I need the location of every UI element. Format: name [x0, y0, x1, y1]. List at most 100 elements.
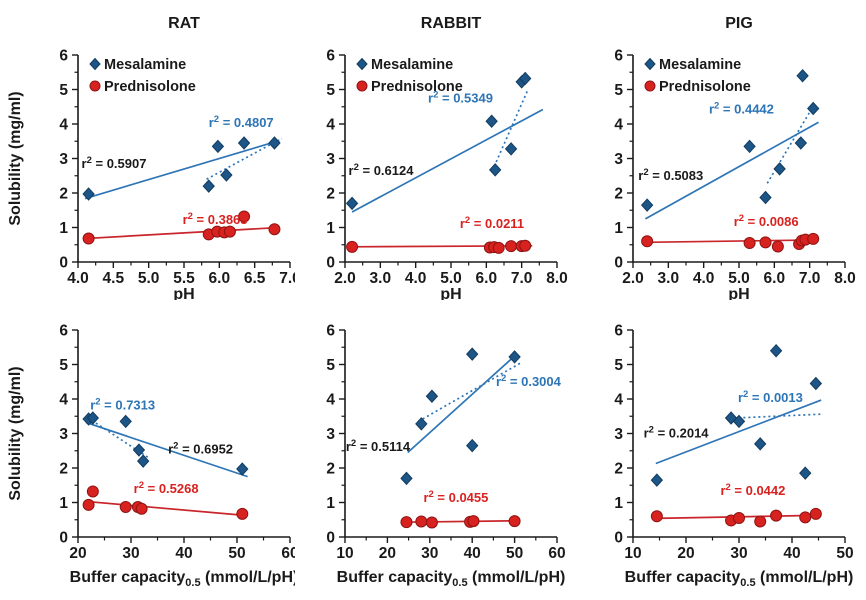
point-mesalamine: [236, 462, 249, 476]
point-prednisolone: [505, 240, 518, 253]
x-axis-label: pH: [440, 286, 461, 300]
y-tick-label: 4: [614, 392, 623, 409]
point-mesalamine: [759, 190, 772, 205]
y-tick-label: 2: [614, 186, 623, 203]
y-tick-label: 5: [59, 357, 68, 374]
y-tick-label: 5: [614, 357, 623, 374]
r2-annotation: r2 = 0.0086: [734, 213, 799, 229]
y-axis-label: Solubility (mg/ml): [7, 91, 24, 225]
x-tick-label: 5.5: [173, 270, 195, 287]
point-prednisolone: [743, 237, 756, 250]
point-mesalamine: [345, 196, 359, 211]
point-prednisolone: [641, 235, 654, 248]
x-axis-label: Buffer capacity0.5 (mmol/L/pH): [70, 569, 295, 589]
trendline-solid: [644, 121, 819, 220]
trendline-dotted: [728, 413, 822, 420]
subplot-title: PIG: [725, 15, 753, 32]
legend-marker-circle-icon: [89, 80, 101, 92]
y-tick-label: 1: [59, 495, 68, 512]
y-tick-label: 1: [59, 220, 68, 237]
subplot-title: RAT: [168, 15, 200, 32]
r2-annotation: r2 = 0.5114: [346, 438, 411, 454]
x-tick-label: 3.0: [658, 270, 680, 287]
y-tick-label: 3: [59, 426, 68, 443]
y-tick-label: 5: [326, 82, 335, 99]
point-mesalamine: [773, 162, 786, 176]
point-prednisolone: [82, 498, 95, 511]
point-prednisolone: [771, 240, 784, 253]
point-mesalamine: [137, 454, 150, 468]
x-tick-label: 5.0: [440, 270, 462, 287]
x-tick-label: 2.0: [334, 270, 356, 287]
axis-spines: [77, 330, 290, 538]
legend-label: Mesalamine: [371, 57, 453, 73]
subplot-pig-ph: 0 1 2 3 4 5 6 2.0 3.0 4.0 5.0 6.0 7.0 8.0 r2 = 0.5083 r…: [580, 0, 866, 305]
legend-label: Prednisolone: [659, 79, 751, 95]
point-mesalamine: [794, 136, 808, 150]
y-tick-label: 2: [326, 186, 335, 203]
point-mesalamine: [640, 198, 654, 212]
x-tick-label: 8.0: [546, 270, 568, 287]
y-tick-label: 4: [614, 117, 623, 134]
subplot-rabbit-buffer: 0 1 2 3 4 5 6 10 20 30 40 50 60 r2 = 0.5114 r2 = 0.300…: [295, 300, 580, 600]
y-tick-label: 0: [614, 255, 623, 272]
y-tick-label: 2: [326, 461, 335, 478]
trendline-solid: [645, 239, 819, 244]
x-axis-label: pH: [173, 286, 194, 300]
x-tick-label: 6.0: [764, 270, 786, 287]
y-tick-label: 6: [614, 323, 623, 340]
x-tick-label: 40: [464, 545, 481, 562]
y-tick-label: 1: [326, 495, 335, 512]
point-mesalamine: [119, 414, 132, 429]
y-tick-label: 1: [614, 220, 623, 237]
y-tick-label: 4: [326, 117, 335, 134]
y-tick-label: 6: [326, 323, 335, 340]
subplot-svg-pig-buffer: 0 1 2 3 4 5 6 10 20 30 40 50 r2 = 0.2014 r2 = 0.0013 r…: [614, 323, 853, 590]
x-tick-label: 30: [421, 545, 438, 562]
y-tick-label: 6: [59, 323, 68, 340]
point-prednisolone: [238, 210, 251, 223]
r2-annotation: r2 = 0.0211: [460, 215, 524, 231]
y-tick-label: 4: [59, 117, 68, 134]
x-tick-label: 7.0: [511, 270, 533, 287]
y-axis-label: Solubility (mg/ml): [7, 366, 24, 500]
r2-annotation: r2 = 0.7313: [90, 396, 155, 412]
x-tick-label: 40: [175, 545, 192, 562]
point-mesalamine: [650, 473, 664, 487]
point-mesalamine: [132, 443, 146, 457]
r2-annotation: r2 = 0.5083: [638, 167, 703, 183]
x-tick-label: 40: [783, 545, 800, 562]
point-prednisolone: [135, 502, 148, 515]
x-tick-label: 20: [379, 545, 396, 562]
point-prednisolone: [519, 239, 532, 252]
point-prednisolone: [508, 515, 521, 528]
point-prednisolone: [467, 515, 480, 528]
y-tick-label: 5: [326, 357, 335, 374]
r2-annotation: r2 = 0.6952: [168, 441, 233, 457]
subplot-rat-buffer: 0 1 2 3 4 5 6 20 30 40 50 60 r2 = 0.7313 r2 = 0.6952 r…: [0, 300, 299, 600]
r2-annotation: r2 = 0.5349: [428, 90, 493, 106]
y-tick-label: 0: [59, 255, 68, 272]
x-tick-label: 30: [122, 545, 139, 562]
trendline-dotted: [766, 102, 816, 184]
subplot-svg-rat-buffer: 0 1 2 3 4 5 6 20 30 40 50 60 r2 = 0.7313 r2 = 0.6952 r…: [7, 323, 299, 590]
point-prednisolone: [346, 240, 359, 253]
point-mesalamine: [732, 414, 746, 429]
point-prednisolone: [492, 241, 505, 254]
subplot-title: RABBIT: [421, 15, 482, 32]
x-tick-label: 30: [730, 545, 747, 562]
r2-annotation: r2 = 0.0013: [738, 389, 803, 405]
legend-label: Prednisolone: [371, 79, 463, 95]
r2-annotation: r2 = 0.0442: [720, 482, 785, 498]
r2-annotation: r2 = 0.4807: [209, 114, 274, 130]
x-tick-label: 4.5: [103, 270, 125, 287]
y-tick-label: 2: [59, 461, 68, 478]
x-tick-label: 50: [228, 545, 245, 562]
point-mesalamine: [769, 343, 783, 358]
subplot-rabbit-ph: 0 1 2 3 4 5 6 2.0 3.0 4.0 5.0 6.0 7.0 8.0 r2 = 0.6124 r…: [295, 0, 580, 305]
point-prednisolone: [759, 236, 772, 249]
y-tick-label: 3: [326, 151, 335, 168]
x-tick-label: 5.0: [138, 270, 160, 287]
legend-marker-circle-icon: [356, 80, 368, 92]
x-tick-label: 6.5: [244, 270, 266, 287]
